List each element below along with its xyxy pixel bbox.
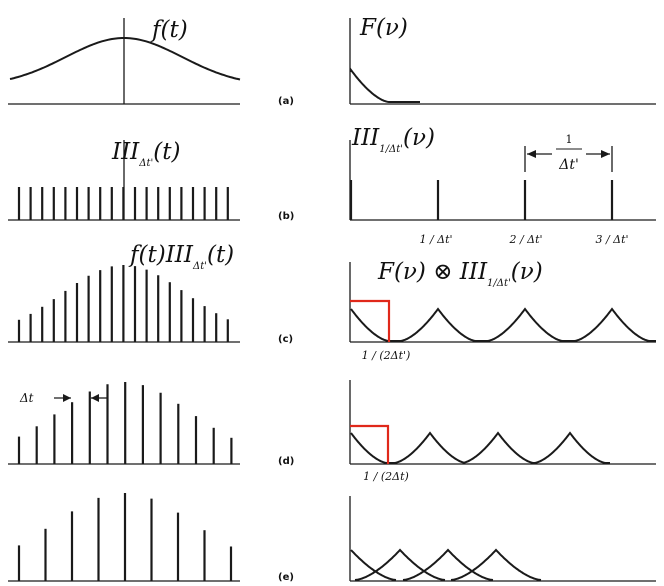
- panel-c-label: (c): [278, 334, 293, 345]
- panel-b-label: (b): [278, 211, 294, 222]
- panel-a-left-title: f(t): [150, 17, 188, 43]
- panel-b-left-title-sub: Δt': [138, 158, 153, 169]
- panel-d: Δt (d) 1 / (2Δt): [8, 380, 656, 483]
- panel-d-dt-arrowhead-right: [91, 394, 99, 402]
- panel-c-cutoff-label: 1 / (2Δt'): [362, 349, 411, 362]
- panel-c-right-title-sub: 1/Δt': [487, 278, 511, 289]
- panel-b-right-title: III1/Δt'(ν): [351, 125, 435, 155]
- panel-b-left-title: IIIΔt'(t): [111, 139, 180, 169]
- panel-b-right-title-tail: (ν): [403, 125, 435, 151]
- panel-d-periodic-spectrum: [350, 431, 610, 465]
- panel-c-right-title-tail: (ν): [511, 259, 543, 285]
- panel-a-gaussian-curve: [9, 37, 241, 81]
- panel-b-tick-label: 1 / Δt': [419, 233, 452, 246]
- panel-e-sampled-signal: [17, 493, 233, 581]
- panel-b-spacing-arrowhead-left: [527, 150, 536, 158]
- panel-a: f(t) (a) F(ν): [8, 15, 656, 107]
- panel-e-label: (e): [278, 572, 294, 583]
- panel-b-comb: [17, 187, 229, 220]
- panel-b-left-title-tail: (t): [153, 139, 180, 165]
- panel-b-spacing-denominator: Δt': [558, 157, 579, 173]
- panel-d-cutoff-box: [350, 424, 390, 464]
- panel-c-left-title-tail: (t): [207, 242, 234, 268]
- panel-d-dt-arrowhead-left: [63, 394, 71, 402]
- panel-d-cutoff-label: 1 / (2Δt): [363, 470, 409, 483]
- panel-b-spacing-arrowhead-right: [601, 150, 610, 158]
- panel-b-tick-label: 3 / Δt': [595, 233, 628, 246]
- panel-a-spectrum-curve: [350, 67, 420, 103]
- panel-a-right-title: F(ν): [359, 15, 408, 41]
- panel-b-right-title-main: III: [351, 125, 380, 151]
- panel-d-sampled-signal: [17, 382, 233, 464]
- panel-c-right-title: F(ν) ⊗ III1/Δt'(ν): [377, 259, 543, 289]
- panel-c-periodic-spectrum: [350, 307, 656, 342]
- panel-c-left-title: f(t)IIIΔt'(t): [128, 242, 234, 272]
- panel-b-left-title-main: III: [111, 139, 140, 165]
- panel-c-right-title-main: F(ν) ⊗ III: [377, 259, 488, 285]
- panel-c-cutoff-box: [350, 299, 391, 342]
- panel-d-dt-label: Δt: [19, 391, 34, 405]
- panel-d-label: (d): [278, 456, 294, 467]
- panel-c-sampled-signal: [17, 265, 229, 342]
- panel-c: f(t)IIIΔt'(t) (c) F(ν) ⊗ III1/Δt'(ν) 1 /…: [8, 242, 656, 362]
- panel-c-left-title-main: f(t)III: [128, 242, 194, 268]
- panel-e: (e): [8, 493, 656, 583]
- panel-b: IIIΔt'(t) (b) III1/Δt'(ν) 1 Δt' 1 / Δt' …: [8, 125, 656, 246]
- panel-b-tick-label: 2 / Δt': [508, 233, 542, 246]
- panel-b-right-title-sub: 1/Δt': [379, 144, 403, 155]
- panel-e-overlapping-spectrum: [350, 548, 542, 581]
- panel-a-label: (a): [278, 96, 294, 107]
- panel-c-left-title-sub: Δt': [192, 261, 207, 272]
- panel-b-spacing-numerator: 1: [566, 133, 573, 146]
